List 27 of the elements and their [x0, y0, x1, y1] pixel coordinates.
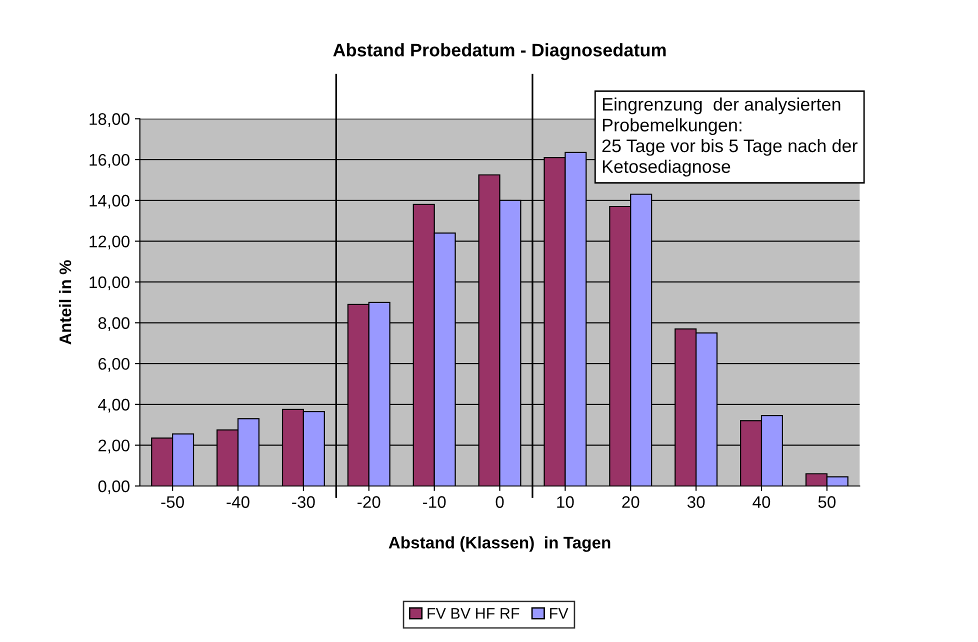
x-tick-label: 30: [687, 496, 705, 508]
y-tick-label: 14,00: [90, 194, 130, 209]
legend-label: FV BV HF RF: [428, 608, 520, 619]
y-tick-label: 0,00: [98, 480, 130, 494]
x-tick-label: -10: [423, 496, 446, 508]
annotation: Eingrenzung der analysierten Probemelkungen: 25 Tage vor bis 5 Tage nach der Ketosediagnose: [602, 97, 858, 177]
x-tick-label: -40: [226, 496, 250, 508]
y-tick-label: 2,00: [98, 440, 130, 454]
x-tick-label: 50: [818, 496, 836, 508]
x-tick-label: -30: [292, 496, 315, 508]
y-tick-label: 12,00: [90, 236, 130, 250]
y-tick-label: 16,00: [90, 154, 130, 168]
y-tick-label: 10,00: [90, 276, 130, 290]
x-tick-label: -20: [358, 496, 380, 508]
chart-title: Abstand Probedatum - Diagnosedatum: [333, 43, 666, 60]
x-tick-label: 0: [496, 496, 504, 508]
y-tick-label: 18,00: [90, 113, 130, 127]
y-axis-title: Anteil in %: [59, 260, 72, 345]
x-axis-title: Abstand (Klassen) in Tagen: [388, 536, 610, 552]
x-tick-label: 40: [752, 496, 770, 508]
y-tick-label: 4,00: [98, 398, 130, 413]
y-tick-label: 6,00: [98, 358, 130, 372]
x-tick-label: 20: [622, 496, 640, 508]
legend-label: FV: [550, 608, 568, 619]
y-tick-label: 8,00: [98, 317, 130, 331]
x-tick-label: -50: [161, 496, 184, 508]
x-tick-label: 10: [557, 496, 574, 508]
